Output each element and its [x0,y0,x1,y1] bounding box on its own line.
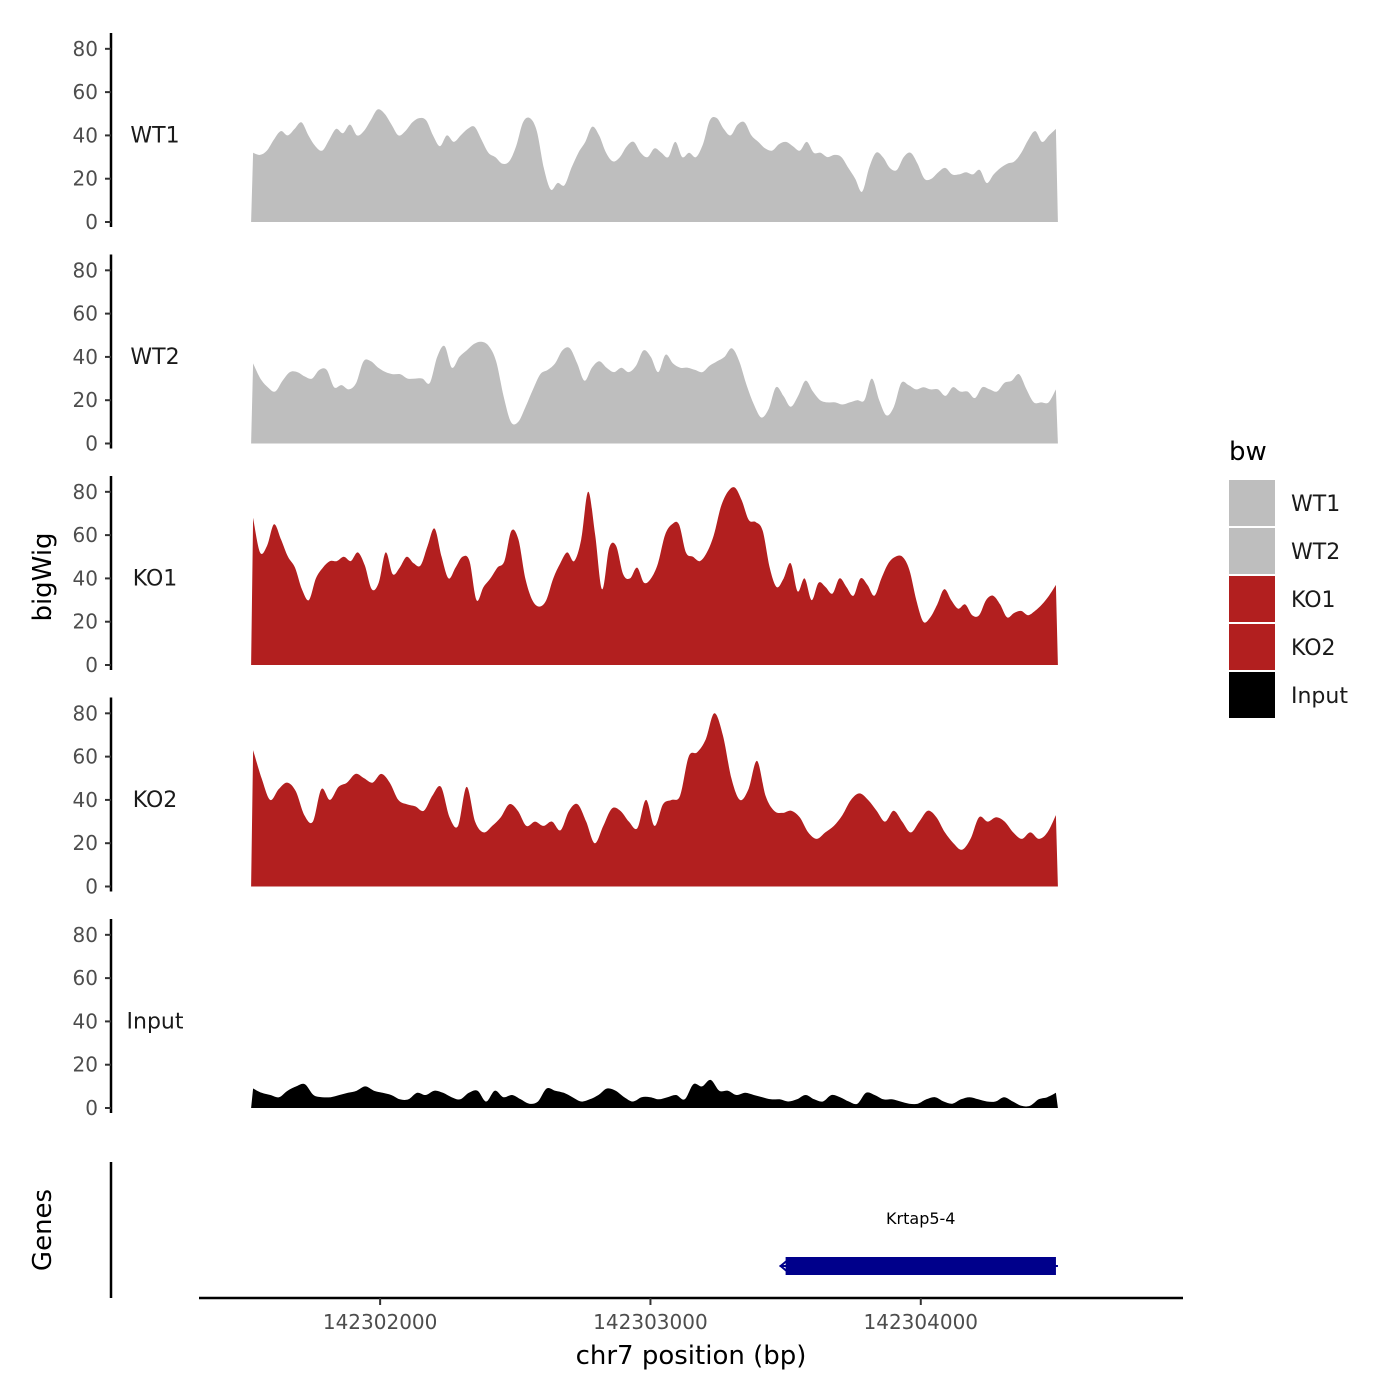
gene-track-title: Genes [28,1189,58,1271]
y-tick-label: 40 [73,345,98,369]
y-tick-label: 60 [73,80,98,104]
legend-key-ko1 [1229,576,1275,622]
legend: bw WT1 WT2 KO1 KO2 Input [1229,437,1348,718]
y-tick-label: 60 [73,745,98,769]
panel-label: KO1 [133,566,178,591]
panel-label: KO2 [133,788,178,813]
y-tick-label: 20 [73,388,98,412]
y-tick-label: 40 [73,1009,98,1033]
x-axis-title: chr7 position (bp) [576,1341,807,1371]
y-tick-label: 80 [73,258,98,282]
y-tick-label: 80 [73,701,98,725]
y-tick-label: 0 [85,653,98,677]
legend-key-ko2 [1229,624,1275,670]
legend-key-wt2 [1229,528,1275,574]
panel-ko1: 0 20 40 60 80 KO1 [73,476,1058,677]
y-tick-label: 0 [85,1096,98,1120]
y-tick-label: 20 [73,167,98,191]
coverage-area-ko2 [251,713,1058,887]
legend-label: Input [1291,684,1348,709]
x-tick-label: 142302000 [323,1310,438,1334]
y-tick-label: 20 [73,610,98,634]
strand-arrow [779,1260,788,1272]
panel-label: Input [127,1009,184,1034]
y-tick-label: 40 [73,788,98,812]
panel-wt2: 0 20 40 60 80 WT2 [73,254,1058,456]
legend-label: KO2 [1291,636,1336,661]
y-tick-label: 0 [85,432,98,456]
coverage-area-wt1 [251,109,1058,222]
panel-ko2: 0 20 40 60 80 KO2 [73,697,1058,899]
y-tick-label: 20 [73,1053,98,1077]
y-tick-label: 60 [73,302,98,326]
gene-label: Krtap5-4 [886,1209,955,1228]
y-tick-label: 60 [73,966,98,990]
y-tick-label: 40 [73,123,98,147]
gene-track: Krtap5-4 Genes [28,1162,1058,1298]
gene-exon [785,1257,1056,1275]
y-tick-label: 80 [73,923,98,947]
y-tick-label: 40 [73,566,98,590]
legend-label: KO1 [1291,588,1336,613]
y-tick-label: 80 [73,480,98,504]
panel-label: WT2 [130,345,179,370]
panel-wt1: 0 20 40 60 80 WT1 [73,33,1058,234]
coverage-panels: 0 20 40 60 80 WT1 0 20 40 60 80 WT2 0 20 40 60 80 KO1 0 20 4… [73,33,1058,1120]
coverage-area-wt2 [251,341,1058,444]
y-tick-label: 20 [73,831,98,855]
legend-label: WT2 [1291,540,1340,565]
y-axis-title: bigWig [28,532,58,621]
legend-label: WT1 [1291,492,1340,517]
y-tick-label: 0 [85,210,98,234]
panel-input: 0 20 40 60 80 Input [73,919,1058,1120]
y-tick-label: 0 [85,875,98,899]
y-tick-label: 80 [73,37,98,61]
legend-key-wt1 [1229,480,1275,526]
y-tick-label: 60 [73,523,98,547]
coverage-area-ko1 [251,487,1058,665]
legend-title: bw [1229,437,1267,467]
x-tick-label: 142303000 [593,1310,708,1334]
legend-key-input [1229,672,1275,718]
x-tick-label: 142304000 [864,1310,979,1334]
coverage-area-input [251,1079,1058,1108]
x-axis: 142302000 142303000 142304000 [199,1296,1183,1334]
panel-label: WT1 [130,123,179,148]
